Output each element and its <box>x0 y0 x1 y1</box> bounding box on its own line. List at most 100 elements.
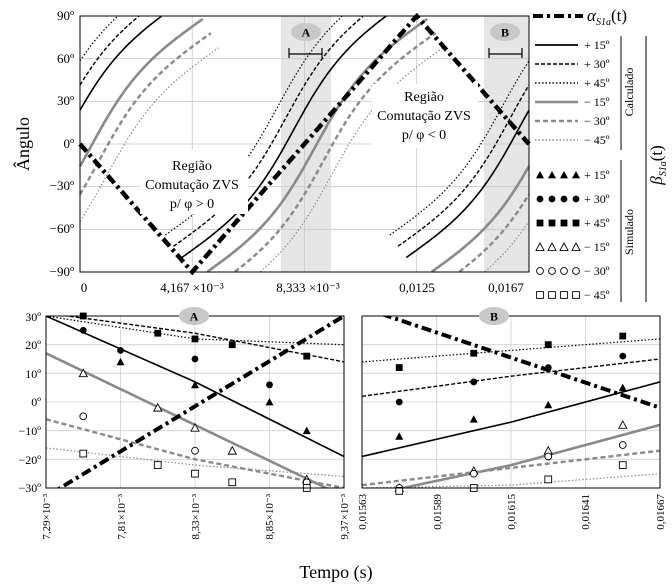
legend-sim-m45-marker <box>536 291 544 299</box>
legend-sim-p45-marker <box>572 219 580 227</box>
legend-sim-p15-marker <box>536 171 544 179</box>
zoom-sim-m45-point <box>79 449 88 458</box>
legend-calc-p30: + 30º <box>584 57 610 71</box>
region-annotation-left: Região Comutação ZVS p/ φ > 0 <box>140 150 248 214</box>
a-ytick-label: −20º <box>19 453 42 467</box>
legend-simulated: + 15º + 30º + 45º − 15º − 30º − 45º Simu… <box>584 160 636 302</box>
beta-calc-p15-curve <box>405 109 530 259</box>
legend-sim-p15: + 15º <box>584 168 610 182</box>
zoom-marker-a: A <box>288 23 323 58</box>
zoom-sim-p30-point <box>544 364 552 371</box>
top-ytick-label: −30º <box>50 178 74 193</box>
zoom-sim-p15-point <box>191 380 199 389</box>
legend-sim-p30-marker <box>572 195 580 203</box>
beta-calc-p15-curve <box>181 15 387 259</box>
zoom-sim-m15-point <box>227 445 238 455</box>
legend-sim-p15-marker <box>572 171 580 179</box>
zoom-panel-b: B 0,01563 0,01589 0,01615 0,01641 0,0166… <box>357 307 667 530</box>
legend-calc-m15: − 15º <box>584 95 610 109</box>
beta-calc-m30-curve <box>78 32 212 195</box>
panel-b-title: B <box>490 310 498 324</box>
legend-sim-p45-marker <box>548 219 556 227</box>
zoom-alpha-curve <box>56 316 344 488</box>
zoom-sim-p15-point <box>544 400 553 409</box>
a-ytick-label: −10º <box>19 424 42 438</box>
zoom-sim-p15-point <box>469 415 478 423</box>
b-xtick-label: 0,01615 <box>506 494 518 530</box>
a-ytick-label: 0º <box>31 395 41 409</box>
zoom-sim-m15-point <box>190 422 200 432</box>
legend-sim-m30-marker <box>560 267 568 275</box>
legend-sim-m30: − 30º <box>584 264 610 278</box>
zoom-sim-p45-point <box>395 364 403 371</box>
panel-b-frame <box>361 315 661 489</box>
zoom-sim-m45-point <box>228 478 237 487</box>
top-xtick-label: 0 <box>81 280 88 295</box>
legend-alpha-suffix: (t) <box>611 6 627 25</box>
zoom-sim-m15-point <box>617 419 628 429</box>
zoom-panel-a: A 30º 20º 10º 0º −10º −20º −30º 7,29×10⁻… <box>19 307 351 540</box>
a-ytick-label: 30º <box>25 310 41 324</box>
beta-calc-p30-curve <box>397 84 530 247</box>
zoom-marker-a-label: A <box>302 26 311 40</box>
zoom-sim-p30-point <box>619 352 627 360</box>
legend-sim-p30-marker <box>560 195 568 203</box>
legend-calc-m45: − 45º <box>584 133 610 147</box>
legend-alpha-subscript: S1a <box>596 17 611 28</box>
svg-text:βS1a(t): βS1a(t) <box>647 145 669 186</box>
region-right-line3: p/ φ < 0 <box>402 128 446 143</box>
panel-b-grid <box>362 316 660 488</box>
legend-calc-p45: + 45º <box>584 76 610 90</box>
a-xtick-label: 9,37×10⁻³ <box>339 493 351 539</box>
top-ytick-label: 90º <box>57 8 74 23</box>
a-ytick-label: 10º <box>25 367 41 381</box>
region-left-line3: p/ φ > 0 <box>170 197 214 212</box>
zoom-p30-curve <box>62 316 344 363</box>
zoom-sim-m45-point <box>618 461 627 469</box>
zoom-sim-p15-point <box>302 426 311 435</box>
beta-calc-m15-curve <box>431 165 531 273</box>
a-ytick-label: −30º <box>19 481 42 495</box>
beta-calc-m45-curve <box>259 47 444 273</box>
legend-sim-m45-marker <box>572 291 580 299</box>
zoom-sim-p15-point <box>395 432 404 440</box>
top-ytick-label: 30º <box>57 93 74 108</box>
legend-sim-p45-marker <box>560 219 568 227</box>
legend-sim-p45-marker <box>536 219 544 227</box>
legend-alpha-symbol: α <box>587 6 597 25</box>
b-xtick-label: 0,01563 <box>357 494 369 530</box>
zoom-sim-p30-point <box>470 378 478 386</box>
zoom-sim-p30-point <box>395 398 403 406</box>
legend: αS1a(t) + 15º + 30º + 45º − 15º − 30º − … <box>533 6 669 302</box>
region-left-line1: Região <box>172 159 212 174</box>
alpha-curve <box>78 12 531 276</box>
zoom-sim-p30-point <box>79 326 87 334</box>
legend-beta-subscript: S1a <box>658 161 669 176</box>
panel-b-curves <box>362 316 660 495</box>
legend-sim-m30-marker <box>548 267 556 275</box>
top-curves <box>78 12 531 276</box>
legend-calc-m30: − 30º <box>584 114 610 128</box>
zoom-marker-b: B <box>488 23 523 58</box>
b-xtick-label: 0,01667 <box>655 494 667 530</box>
zoom-p15-curve <box>362 381 660 458</box>
beta-calc-m45-curve <box>79 47 219 222</box>
top-xtick-label: 0,0125 <box>399 280 435 295</box>
legend-sim-p15-marker <box>548 171 556 179</box>
region-right-line2: Comutação ZVS <box>377 109 471 124</box>
top-ytick-label: 60º <box>57 51 74 66</box>
top-ytick-label: −60º <box>50 221 74 236</box>
zoom-sim-p45-point <box>470 349 478 357</box>
top-plot-frame <box>79 15 530 273</box>
y-axis-label: Ângulo <box>12 117 33 171</box>
zoom-sim-m30-point <box>469 469 478 478</box>
zoom-sim-m45-point <box>153 461 162 469</box>
legend-sim-m30-marker <box>572 267 580 275</box>
top-panel: A B Região Comutação ZVS p/ φ > 0 Região… <box>12 8 531 295</box>
beta-calc-m30-curve <box>458 193 531 273</box>
zoom-sim-p45-point <box>191 335 199 343</box>
beta-calc-p45-curve <box>79 16 118 62</box>
zoom-sim-m30-point <box>79 412 88 421</box>
legend-sim-m15-marker <box>559 242 569 251</box>
